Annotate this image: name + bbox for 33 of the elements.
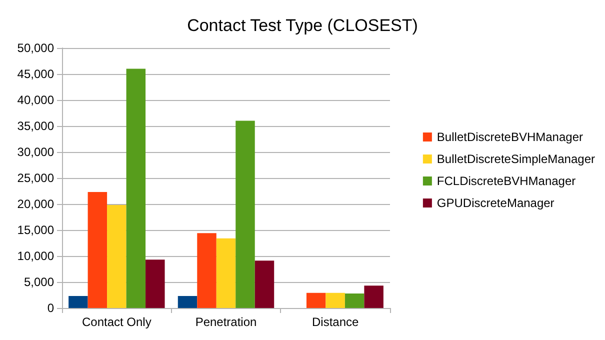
- bar: [68, 296, 88, 308]
- bar: [306, 292, 326, 308]
- x-tick-label: Contact Only: [82, 315, 152, 329]
- y-tick-label: 25,000: [17, 171, 54, 185]
- bar: [326, 292, 345, 308]
- x-tick-label: Distance: [312, 315, 360, 329]
- y-tick-label: 40,000: [17, 93, 54, 107]
- bar: [107, 205, 126, 308]
- chart-title: Contact Test Type (CLOSEST): [187, 16, 418, 35]
- bar: [178, 296, 198, 308]
- bar: [344, 293, 364, 308]
- bar: [216, 238, 236, 308]
- legend-label: FCLDiscreteBVHManager: [436, 174, 576, 188]
- legend-label: GPUDiscreteManager: [436, 196, 554, 210]
- legend-label: BulletDiscreteSimpleManager: [436, 152, 596, 166]
- y-tick-label: 5,000: [24, 275, 54, 289]
- bar: [146, 260, 165, 308]
- y-tick-label: 15,000: [17, 223, 54, 237]
- bar: [254, 260, 274, 308]
- y-tick-label: 10,000: [17, 249, 54, 263]
- y-tick-label: 45,000: [17, 67, 54, 81]
- y-tick-label: 30,000: [17, 145, 54, 159]
- bar: [236, 120, 255, 308]
- bar: [197, 233, 216, 308]
- x-tick-label: Penetration: [195, 315, 257, 329]
- bar: [126, 68, 146, 308]
- legend-label: BulletDiscreteBVHManager: [436, 130, 583, 144]
- y-tick-label: 50,000: [17, 41, 54, 55]
- bar: [364, 286, 384, 308]
- y-tick-label: 20,000: [17, 197, 54, 211]
- y-tick-label: 35,000: [17, 119, 54, 133]
- y-tick-label: 0: [47, 301, 54, 315]
- bar: [88, 192, 108, 308]
